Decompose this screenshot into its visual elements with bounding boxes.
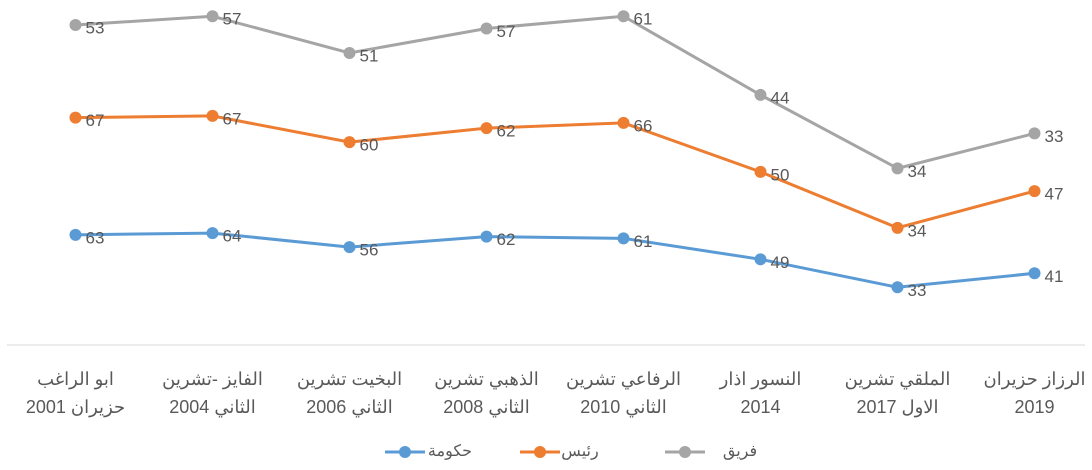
data-label: 41 — [1045, 267, 1064, 286]
data-point — [754, 88, 767, 101]
data-label: 33 — [908, 281, 927, 300]
data-label: 51 — [360, 46, 379, 65]
x-tick-label: الذهبي تشرين — [434, 369, 539, 390]
data-point — [343, 241, 356, 254]
data-label: 34 — [908, 221, 927, 240]
legend-marker — [679, 446, 691, 458]
series-line — [75, 114, 1035, 230]
x-tick-label: البخيت تشرين — [297, 369, 402, 390]
data-point — [69, 18, 82, 31]
series-line — [75, 231, 1035, 289]
data-point — [480, 22, 493, 35]
data-label: 67 — [86, 111, 105, 130]
data-label: 47 — [1045, 185, 1064, 204]
x-tick-label: حزيران 2001 — [26, 397, 125, 418]
data-point — [206, 109, 219, 122]
data-label: 57 — [497, 22, 516, 41]
data-label: 64 — [223, 227, 242, 246]
data-label: 33 — [1045, 127, 1064, 146]
data-point — [480, 230, 493, 243]
legend-label: رئيس — [561, 443, 598, 460]
data-point — [1028, 267, 1041, 280]
x-tick-label: الاول 2017 — [856, 397, 938, 418]
x-tick-label: الثاني 2004 — [169, 397, 255, 417]
legend-label: حكومة — [428, 443, 472, 460]
x-tick-label: النسور اذار — [719, 369, 802, 390]
x-tick-label: 2019 — [1014, 397, 1054, 417]
data-point — [754, 253, 767, 266]
data-label: 66 — [634, 116, 653, 135]
data-label: 57 — [223, 10, 242, 29]
data-label: 60 — [360, 136, 379, 155]
x-tick-label: الفايز -تشرين — [162, 369, 263, 390]
data-point — [343, 46, 356, 59]
data-point — [617, 10, 630, 23]
data-label: 34 — [908, 162, 927, 181]
data-point — [206, 10, 219, 23]
data-label: 56 — [360, 241, 379, 260]
data-label: 53 — [86, 18, 105, 37]
data-label: 44 — [771, 88, 790, 107]
data-point — [891, 281, 904, 294]
x-tick-label: الثاني 2006 — [306, 397, 392, 417]
data-label: 62 — [497, 122, 516, 141]
data-point — [69, 228, 82, 241]
data-point — [617, 232, 630, 245]
x-tick-label: الرزاز حزيران — [983, 369, 1085, 390]
data-point — [891, 162, 904, 175]
x-tick-label: الرفاعي تشرين — [566, 369, 681, 390]
data-label: 62 — [497, 230, 516, 249]
data-point — [1028, 127, 1041, 140]
x-tick-label: ابو الراغب — [37, 369, 114, 390]
data-point — [1028, 185, 1041, 198]
x-tick-label: الثاني 2008 — [443, 397, 529, 417]
data-point — [343, 136, 356, 149]
x-tick-label: 2014 — [740, 397, 780, 417]
series-line — [75, 14, 1035, 170]
data-point — [617, 116, 630, 129]
legend-label: فريق — [723, 443, 757, 460]
data-label: 50 — [771, 165, 790, 184]
x-tick-label: الثاني 2010 — [580, 397, 666, 417]
data-point — [206, 227, 219, 240]
data-label: 67 — [223, 109, 242, 128]
data-label: 49 — [771, 253, 790, 272]
x-tick-label: الملقي تشرين — [845, 369, 951, 390]
data-point — [69, 111, 82, 124]
data-label: 61 — [634, 10, 653, 29]
data-point — [891, 221, 904, 234]
data-point — [480, 122, 493, 135]
legend-marker — [399, 446, 411, 458]
legend-marker — [534, 446, 546, 458]
data-label: 63 — [86, 228, 105, 247]
data-label: 61 — [634, 232, 653, 251]
data-point — [754, 165, 767, 178]
